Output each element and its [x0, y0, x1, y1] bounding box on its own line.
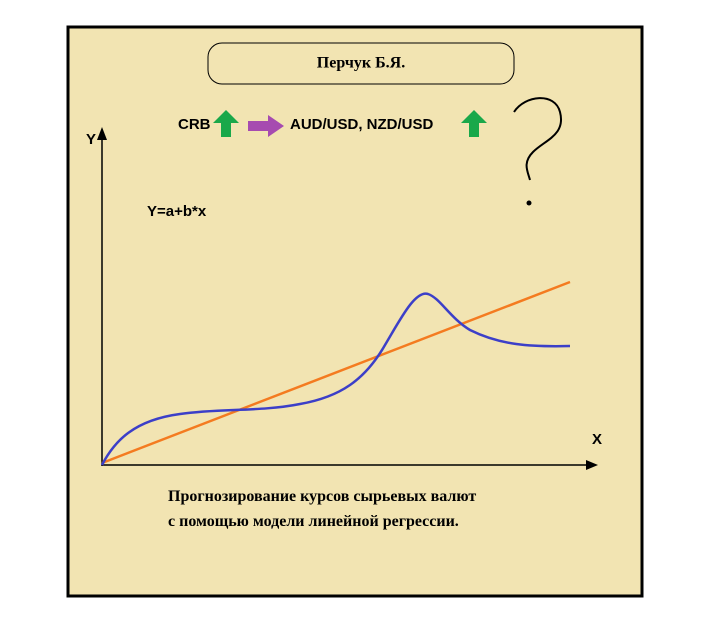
caption-line: с помощью модели линейной регрессии.	[168, 513, 459, 530]
x-arrow	[586, 460, 598, 470]
source-label: CRB	[178, 116, 211, 133]
x-axis-label: X	[592, 431, 602, 448]
right-arrow	[248, 115, 284, 137]
up-arrow	[213, 110, 239, 137]
formula: Y=a+b*x	[147, 203, 207, 220]
up-arrow	[461, 110, 487, 137]
caption-line: Прогнозирование курсов сырьевых валют	[168, 488, 476, 505]
frame	[66, 25, 644, 598]
question-dot	[526, 200, 532, 206]
target-label: AUD/USD, NZD/USD	[290, 116, 434, 133]
price-curve	[100, 292, 571, 466]
question-mark	[513, 97, 563, 181]
title: Перчук Б.Я.	[317, 55, 405, 72]
title-box	[207, 42, 515, 85]
y-arrow	[97, 127, 107, 140]
regression-line	[101, 280, 571, 465]
y-axis-label: Y	[86, 131, 96, 148]
